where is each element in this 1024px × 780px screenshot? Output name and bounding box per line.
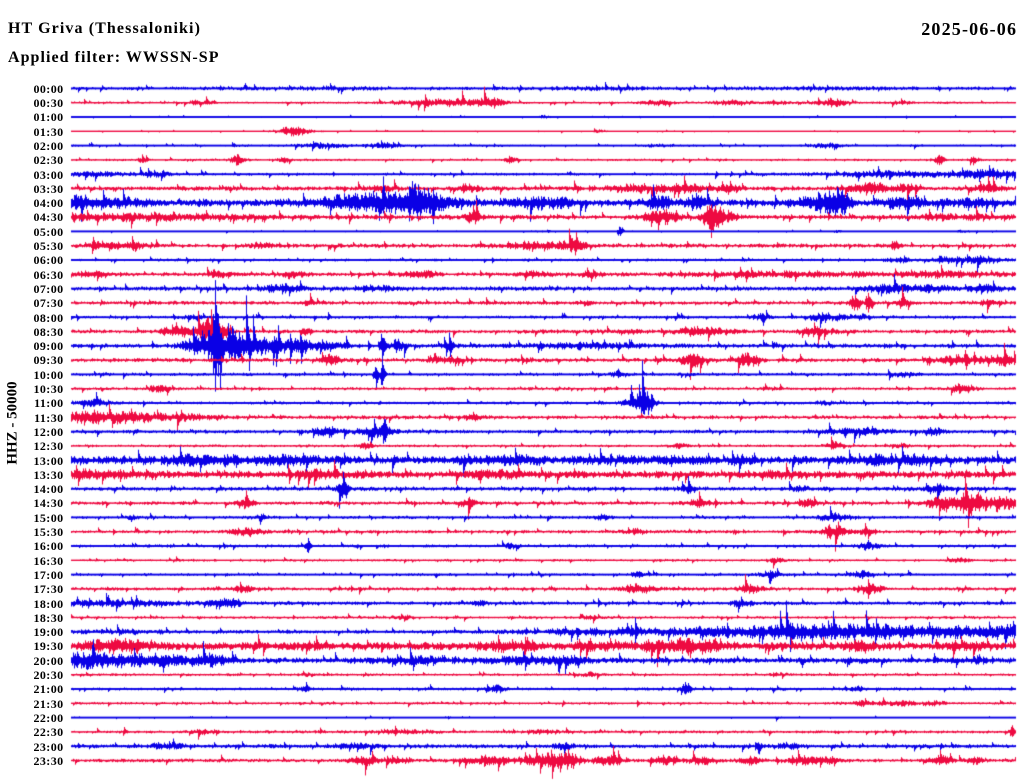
time-label-0300: 03:00 — [33, 167, 64, 182]
time-label-1330: 13:30 — [33, 467, 64, 482]
time-label-1430: 14:30 — [33, 496, 64, 511]
date-label: 2025-06-06 — [921, 19, 1018, 39]
time-label-0730: 07:30 — [33, 296, 64, 311]
left-axis-label: HHZ - 50000 — [4, 381, 21, 465]
time-label-1800: 18:00 — [33, 596, 64, 611]
time-label-1900: 19:00 — [33, 625, 64, 640]
time-label-0830: 08:30 — [33, 324, 64, 339]
time-label-0000: 00:00 — [33, 81, 64, 96]
time-label-0400: 04:00 — [33, 196, 64, 211]
time-label-1100: 11:00 — [34, 396, 64, 411]
time-label-1700: 17:00 — [33, 567, 64, 582]
time-label-2200: 22:00 — [33, 710, 64, 725]
time-label-2330: 23:30 — [33, 753, 64, 768]
time-label-2230: 22:30 — [33, 725, 64, 740]
time-label-1300: 13:00 — [33, 453, 64, 468]
time-label-0930: 09:30 — [33, 353, 64, 368]
time-label-0430: 04:30 — [33, 210, 64, 225]
time-label-1130: 11:30 — [34, 410, 64, 425]
time-label-0500: 05:00 — [33, 224, 64, 239]
time-label-2030: 20:30 — [33, 668, 64, 682]
time-label-1200: 12:00 — [33, 424, 64, 439]
time-label-1600: 16:00 — [33, 539, 64, 554]
time-label-1230: 12:30 — [33, 439, 64, 454]
time-label-0230: 02:30 — [33, 153, 64, 168]
time-label-1000: 10:00 — [33, 367, 64, 382]
time-label-1400: 14:00 — [33, 482, 64, 497]
time-label-0900: 09:00 — [33, 339, 64, 354]
time-label-0530: 05:30 — [33, 239, 64, 253]
time-label-0600: 06:00 — [33, 253, 64, 268]
time-label-0330: 03:30 — [33, 181, 64, 196]
time-label-1730: 17:30 — [33, 582, 64, 597]
time-label-0800: 08:00 — [33, 310, 64, 325]
time-label-2130: 21:30 — [33, 696, 64, 711]
time-label-1500: 15:00 — [33, 510, 64, 525]
time-label-2100: 21:00 — [33, 682, 64, 697]
time-label-0630: 06:30 — [33, 267, 64, 282]
time-label-1030: 10:30 — [33, 382, 64, 396]
time-label-1930: 19:30 — [33, 639, 64, 654]
time-label-2300: 23:00 — [33, 739, 64, 754]
filter-line: Applied filter: WWSSN-SP — [8, 49, 220, 66]
time-label-0100: 01:00 — [33, 110, 64, 125]
time-label-1630: 16:30 — [33, 553, 64, 568]
time-label-0200: 02:00 — [33, 138, 64, 153]
station-title: HT Griva (Thessaloniki) — [8, 20, 202, 37]
time-label-0130: 01:30 — [33, 124, 64, 139]
time-label-0700: 07:00 — [33, 281, 64, 296]
time-label-2000: 20:00 — [33, 653, 64, 668]
time-label-0030: 00:30 — [33, 96, 64, 110]
time-label-1530: 15:30 — [33, 525, 64, 539]
time-label-1830: 18:30 — [33, 610, 64, 625]
